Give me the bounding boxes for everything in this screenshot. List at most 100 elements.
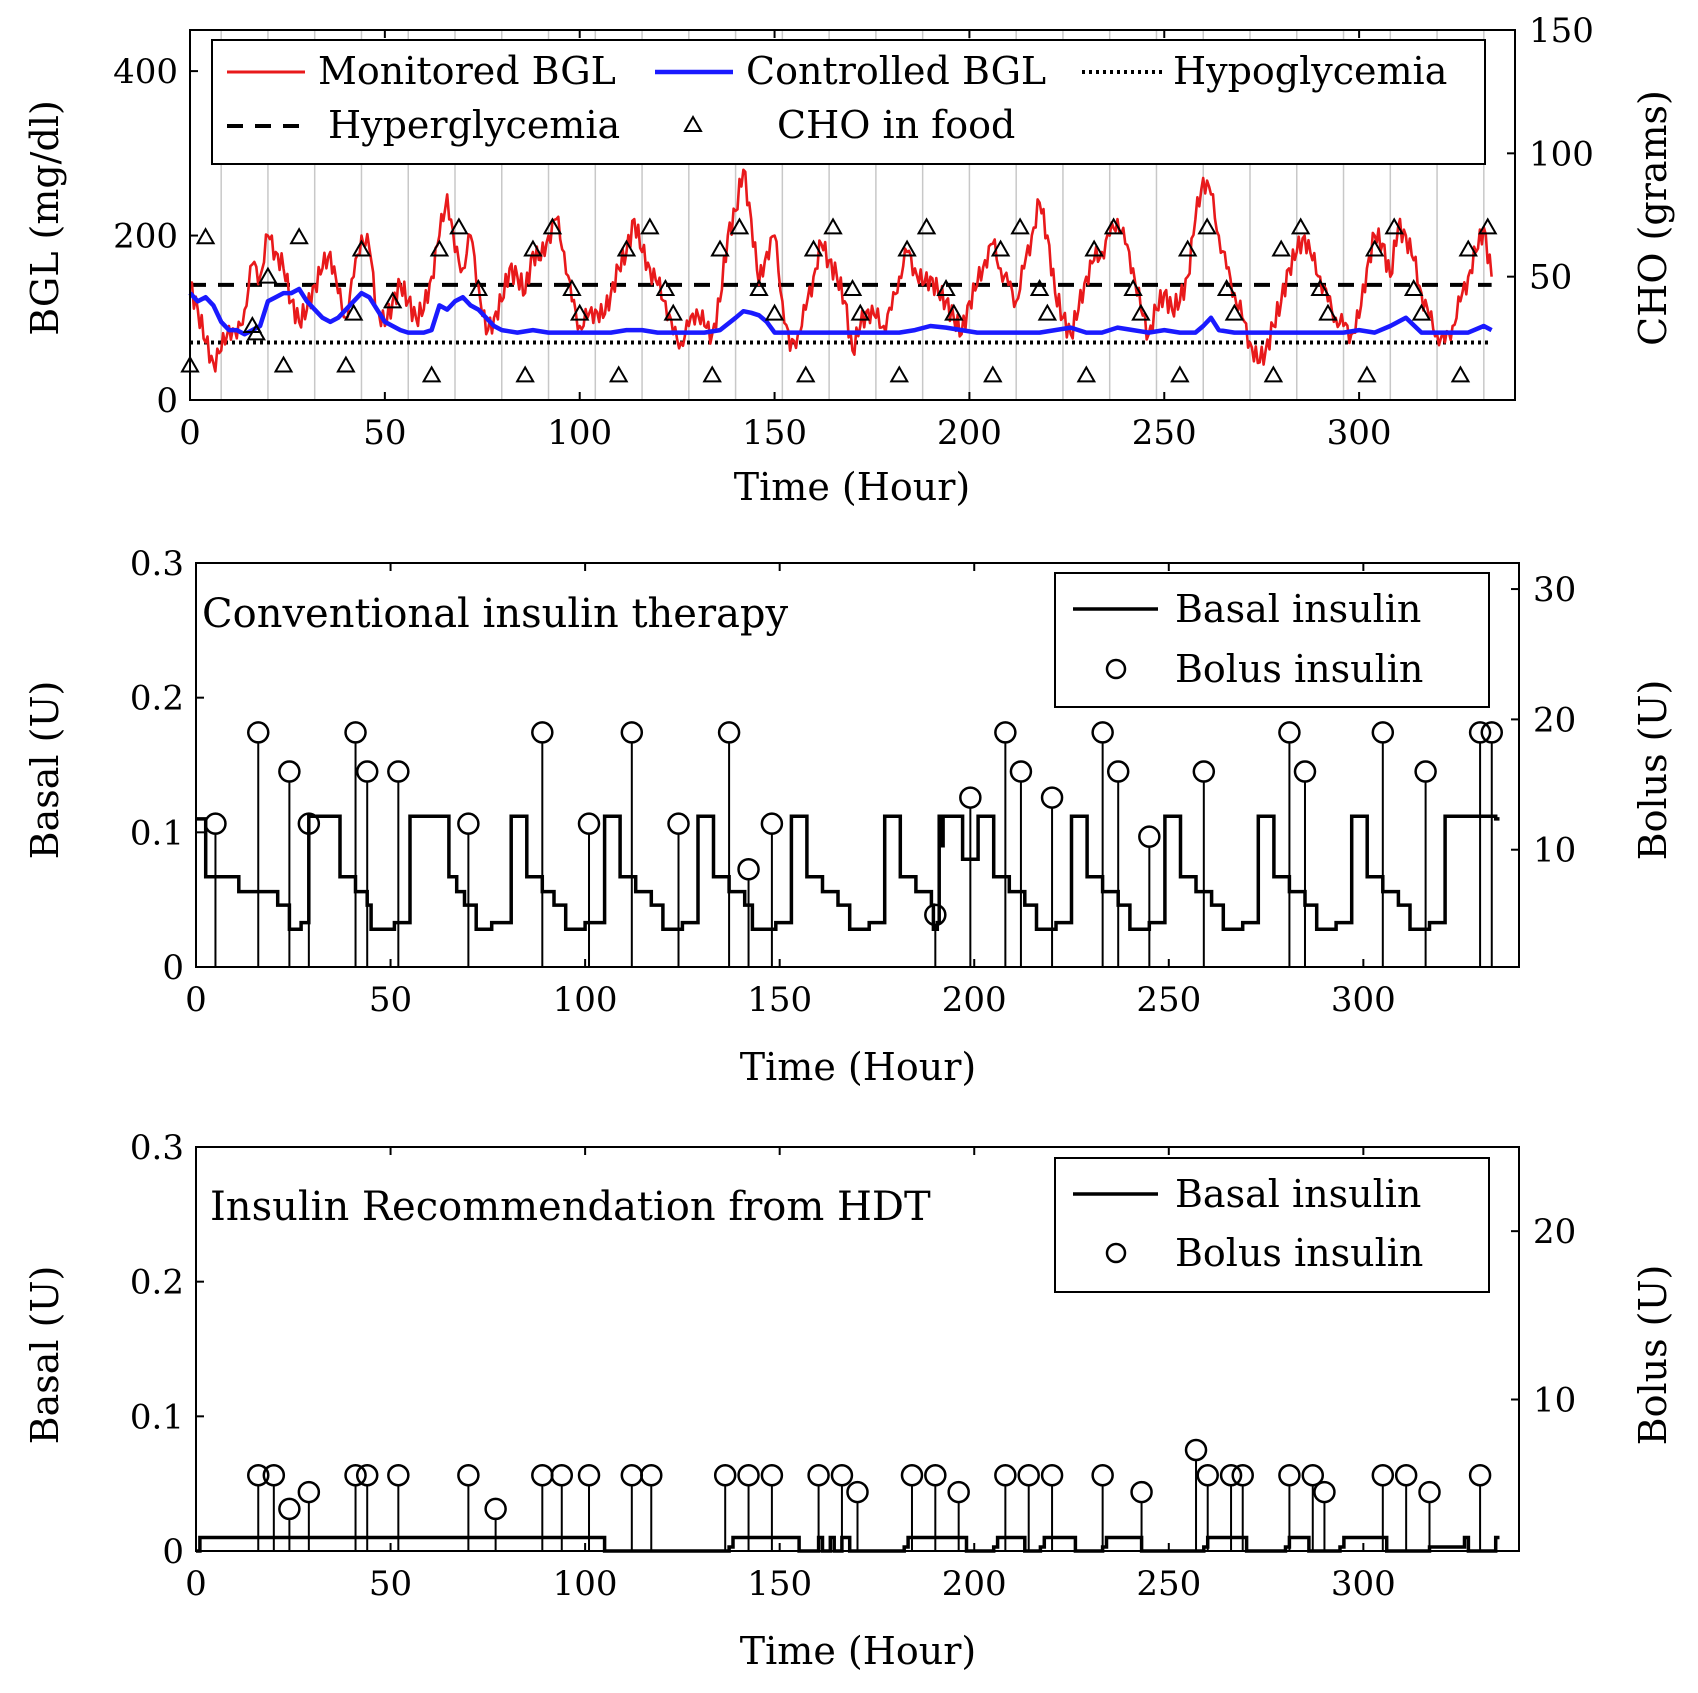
cho-point — [246, 323, 266, 341]
p1-y-ticks: 0 200 400 — [113, 52, 198, 421]
p3-bolus-point — [713, 1464, 737, 1487]
p3-y2tick-label: 10 — [1533, 1381, 1576, 1421]
p2-bolus-point — [667, 812, 690, 835]
p3-bolus-point — [1091, 1464, 1114, 1487]
p2-x-axis-title: Time (Hour) — [740, 1045, 976, 1089]
cho-point — [1357, 365, 1377, 383]
p1-x-axis-title: Time (Hour) — [734, 465, 970, 509]
p2-bolus-point — [924, 903, 947, 927]
p2-bolus-point — [1414, 760, 1437, 783]
cho-point — [562, 278, 582, 296]
cho-point — [842, 278, 863, 296]
p1-y2tick-label: 50 — [1529, 258, 1572, 298]
p2-bolus-point — [344, 721, 367, 744]
cho-point — [195, 227, 216, 245]
p3-y-ticks: 0 0.1 0.2 0.3 — [130, 1128, 204, 1572]
p2-xtick-label: 300 — [1331, 980, 1396, 1020]
cho-point — [823, 217, 843, 235]
p3-bolus-points — [247, 1438, 1492, 1521]
cho-point — [421, 365, 442, 383]
cho-point — [429, 239, 450, 257]
p3-bolus-point — [278, 1497, 301, 1521]
p2-bolus-point — [1293, 760, 1317, 783]
cho-point — [1318, 303, 1338, 321]
p3-bolus-point — [1371, 1464, 1395, 1487]
p3-xtick-label: 200 — [942, 1564, 1007, 1604]
cho-point — [1477, 217, 1498, 235]
p2-bolus-point — [387, 760, 410, 783]
cho-point — [897, 239, 917, 257]
p2-xtick-label: 0 — [185, 980, 207, 1020]
p3-bolus-point — [760, 1464, 784, 1487]
p2-x-ticks: 0 50 100 150 200 250 300 — [185, 563, 1396, 1020]
p2-bolus-stems — [214, 742, 1493, 967]
cho-point — [990, 239, 1011, 257]
p2-bolus-point — [1192, 760, 1216, 783]
cho-point — [343, 303, 364, 321]
p3-bolus-point — [924, 1464, 947, 1487]
p2-bolus-point — [457, 812, 480, 835]
p2-bolus-point — [1468, 721, 1492, 744]
p3-bolus-point — [297, 1480, 321, 1504]
legend-cho-label: CHO in food — [777, 103, 1015, 147]
p2-ytick-label: 0.3 — [130, 544, 184, 584]
legend-monitored-label: Monitored BGL — [318, 49, 616, 93]
p2-bolus-point — [760, 812, 784, 835]
p2-plot-frame — [195, 562, 1520, 968]
p2-xtick-label: 150 — [747, 980, 812, 1020]
p3-bolus-point — [247, 1464, 270, 1487]
p2-bolus-point — [1138, 825, 1161, 848]
p2-y2tick-label: 10 — [1533, 831, 1576, 871]
p3-bolus-point — [355, 1464, 379, 1487]
p1-y-axis-title: BGL (mg/dl) — [23, 100, 67, 336]
panel-hdt: 0 50 100 150 200 250 300 0 0.1 0.2 0.3 10 20 Time … — [23, 1128, 1675, 1673]
p3-ytick-label: 0.3 — [130, 1128, 184, 1168]
p1-xtick-label: 200 — [937, 413, 1002, 453]
p1-plot-frame — [189, 29, 1516, 401]
panel-bgl: 0 50 100 150 200 250 300 0 200 400 50 100 150 Time… — [23, 11, 1675, 509]
monitored-bgl-line — [188, 168, 1493, 373]
legend-hyper-label: Hyperglycemia — [328, 103, 620, 147]
cho-point — [1224, 303, 1245, 321]
p3-xtick-label: 100 — [553, 1564, 618, 1604]
p2-y-axis-title: Basal (U) — [23, 681, 67, 860]
cho-point — [273, 355, 294, 373]
cho-point — [764, 303, 785, 321]
cho-point — [1450, 365, 1471, 383]
cho-point — [351, 239, 372, 257]
legend-controlled-label: Controlled BGL — [746, 49, 1046, 93]
p1-legend-box — [211, 39, 1486, 165]
cho-point — [1197, 217, 1217, 235]
p2-bolus-point — [1106, 760, 1130, 783]
p3-y-axis-title: Basal (U) — [23, 1266, 67, 1445]
p3-bolus-point — [1313, 1480, 1336, 1504]
p3-bolus-point — [1130, 1480, 1153, 1504]
p3-basal-line — [196, 1535, 1500, 1553]
cho-point — [663, 303, 683, 321]
cho-point — [515, 365, 535, 383]
p3-bolus-point — [620, 1464, 644, 1487]
p2-y2tick-label: 30 — [1533, 570, 1576, 610]
cho-point — [1263, 365, 1284, 383]
p2-bolus-point — [1278, 721, 1301, 744]
cho-point — [936, 278, 956, 296]
p2-bolus-point — [737, 858, 760, 881]
p3-legend-basal-label: Basal insulin — [1175, 1172, 1421, 1216]
cho-point — [1103, 217, 1124, 235]
cho-point — [468, 278, 489, 296]
cho-point — [1084, 239, 1104, 257]
p3-bolus-point — [1196, 1464, 1219, 1487]
cho-point — [710, 239, 730, 257]
cho-point — [1123, 278, 1143, 296]
p3-bolus-point — [1184, 1438, 1208, 1462]
cho-point — [1010, 217, 1030, 235]
p1-y2tick-label: 150 — [1529, 11, 1594, 51]
p3-x-axis-title: Time (Hour) — [740, 1629, 976, 1673]
cho-point — [289, 227, 309, 245]
p2-y2-ticks: 10 20 30 — [1511, 570, 1576, 871]
p2-bolus-point — [1040, 786, 1064, 809]
p3-bolus-point — [531, 1464, 554, 1487]
p3-legend-bolus-label: Bolus insulin — [1175, 1231, 1423, 1275]
p3-bolus-point — [737, 1464, 760, 1487]
